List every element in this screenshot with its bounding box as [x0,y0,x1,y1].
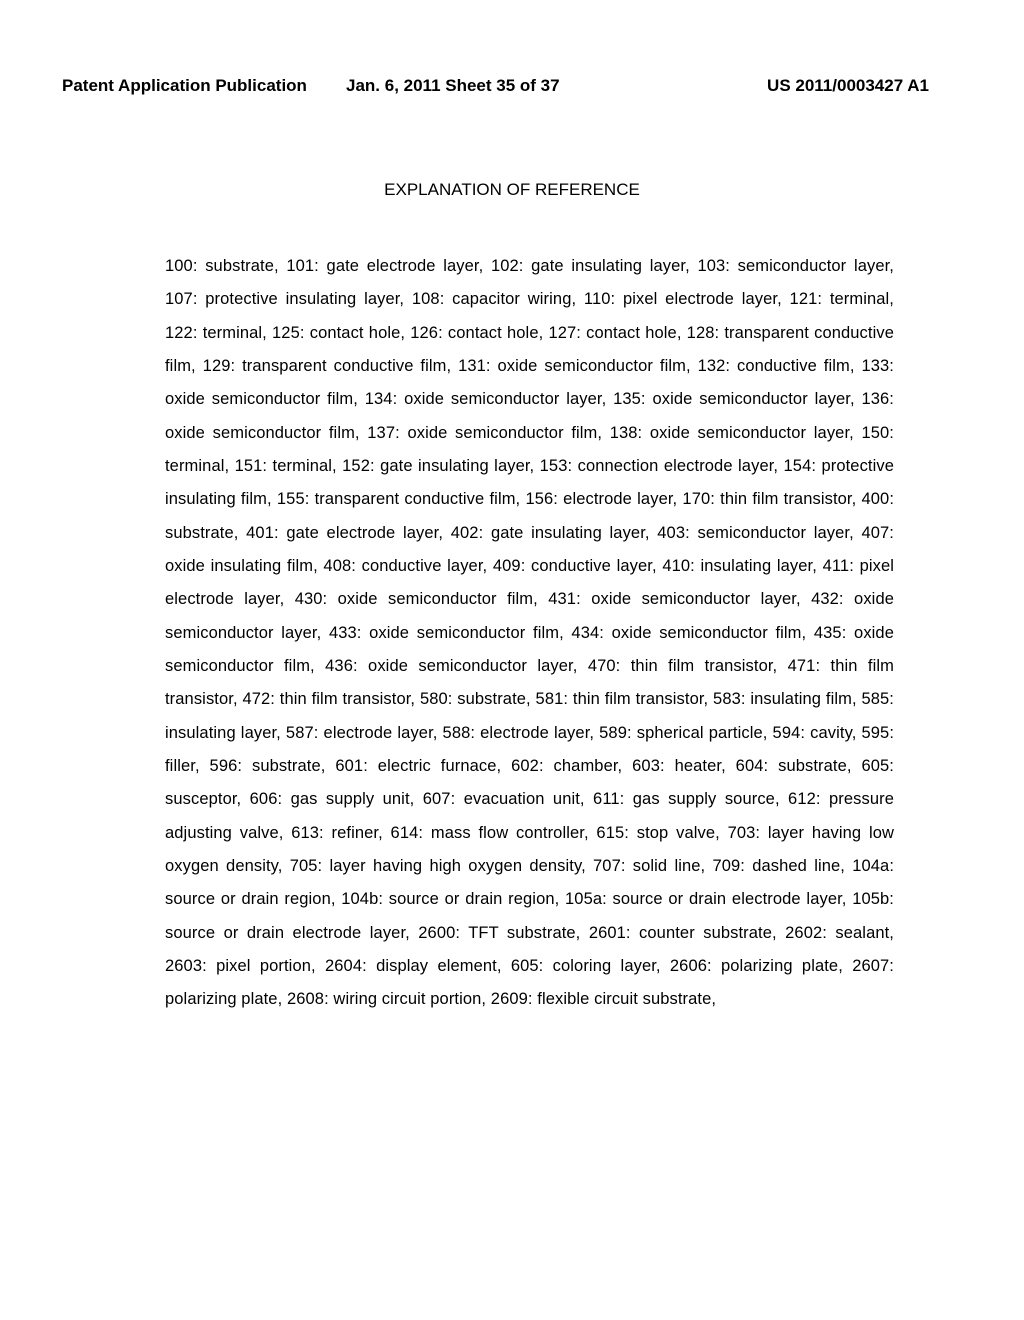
header-center: Jan. 6, 2011 Sheet 35 of 37 [346,76,560,96]
header-right: US 2011/0003427 A1 [767,76,929,96]
section-title: EXPLANATION OF REFERENCE [0,180,1024,200]
reference-body: 100: substrate, 101: gate electrode laye… [165,250,894,1017]
page-header: Patent Application Publication Jan. 6, 2… [0,76,1024,96]
header-left: Patent Application Publication [62,76,307,96]
